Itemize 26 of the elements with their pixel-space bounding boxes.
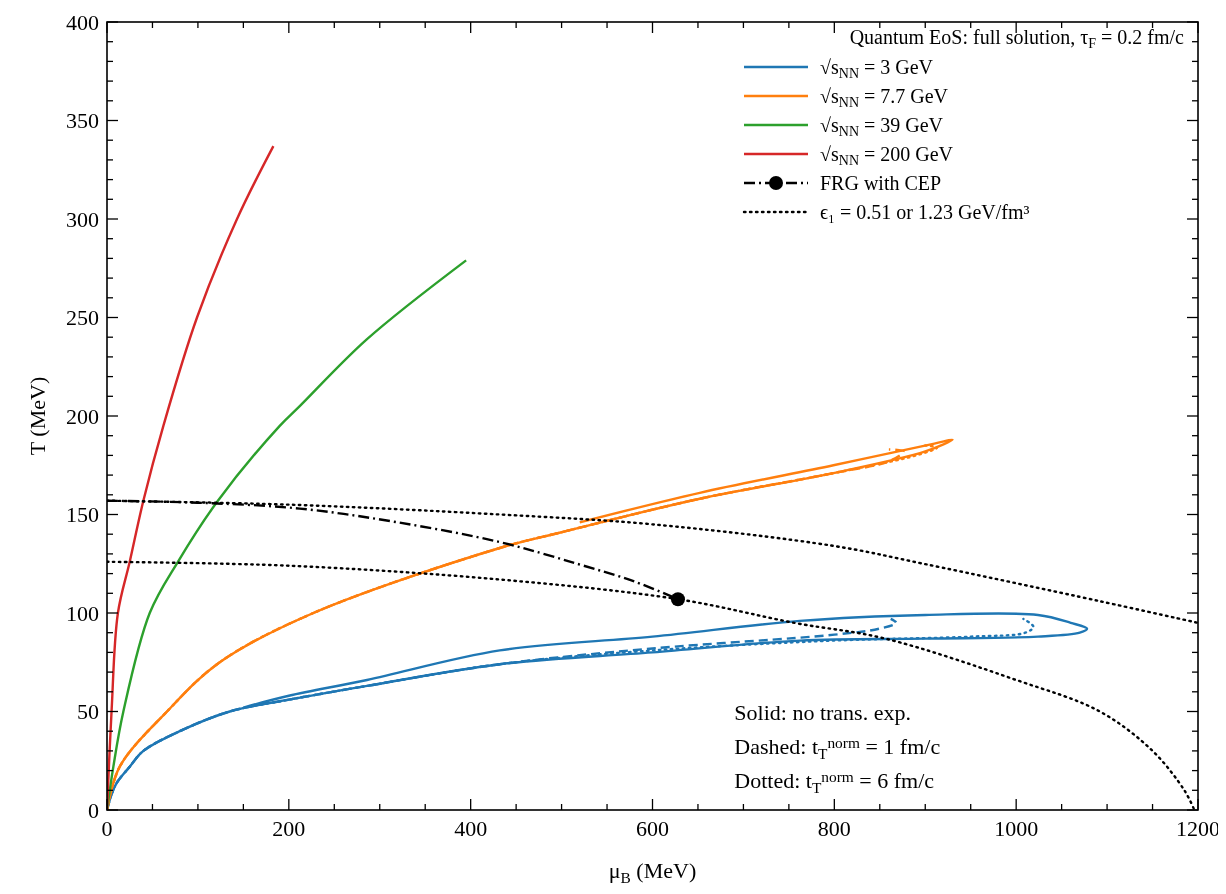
y-tick-label: 350 (66, 108, 99, 134)
x-tick-label: 200 (272, 816, 306, 841)
annotation: Dotted: t$_{T}$$^{norm}$ = 6 fm/c (734, 768, 935, 796)
annotation: Solid: no trans. exp. (734, 700, 911, 725)
y-axis-title: T (MeV) (25, 376, 50, 456)
y-tick-label: 0 (88, 797, 99, 823)
y-tick-label: 400 (66, 9, 99, 35)
x-tick-label: 800 (817, 816, 851, 841)
y-tick-label: 100 (66, 600, 99, 626)
x-tick-label: 1000 (994, 816, 1039, 841)
legend-label: √s$_{NN}$ = 3 GeV (820, 56, 934, 82)
legend-label: FRG with CEP (820, 172, 942, 194)
y-tick-label: 50 (77, 699, 99, 725)
y-tick-label: 300 (66, 206, 99, 232)
legend-label: ϵ₁ = 0.51 or 1.23 GeV/fm³ (820, 201, 1030, 223)
x-tick-label: 600 (636, 816, 669, 841)
legend-label: √s$_{NN}$ = 39 GeV (820, 114, 944, 140)
y-tick-label: 200 (66, 403, 99, 429)
x-tick-label: 400 (454, 816, 488, 841)
y-tick-label: 250 (66, 305, 99, 331)
legend-label: √s$_{NN}$ = 7.7 GeV (820, 85, 949, 111)
legend-label: √s$_{NN}$ = 200 GeV (820, 143, 954, 169)
annotation: Dashed: t$_{T}$$^{norm}$ = 1 fm/c (734, 734, 941, 762)
x-axis-title: μ$_{B}$ (MeV) (608, 858, 697, 886)
y-tick-label: 150 (66, 502, 99, 528)
legend-title: Quantum EoS: full solution, τ$_{F}$ = 0.2 fm/c (849, 26, 1185, 52)
